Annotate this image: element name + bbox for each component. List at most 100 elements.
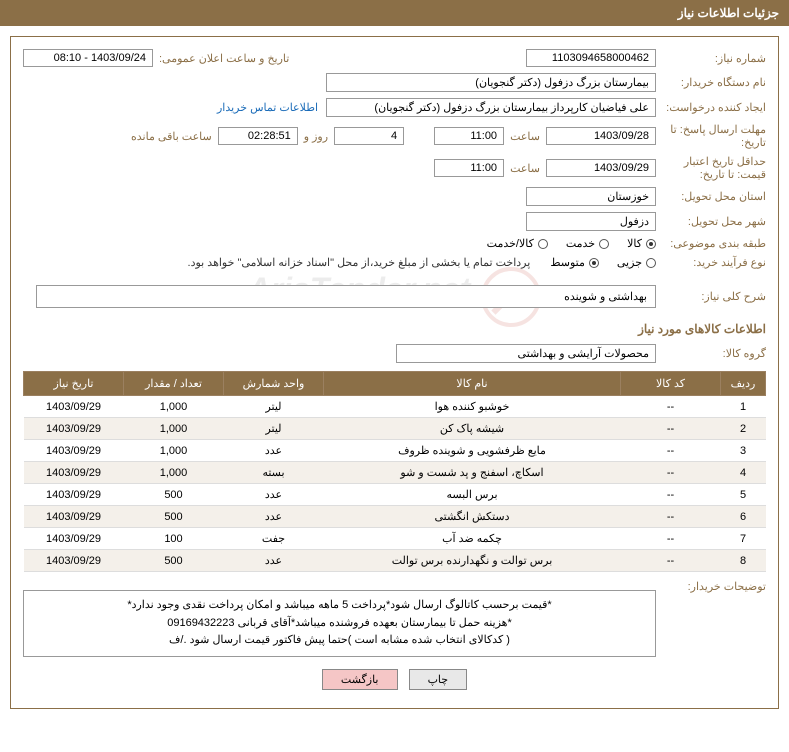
table-cell: بسته — [224, 462, 324, 484]
col-unit: واحد شمارش — [224, 372, 324, 396]
response-deadline-date: 1403/09/28 — [546, 127, 656, 145]
col-name: نام کالا — [324, 372, 621, 396]
buyer-notes-label: توضیحات خریدار: — [656, 580, 766, 593]
need-desc-label: شرح کلی نیاز: — [656, 290, 766, 303]
table-header-row: ردیف کد کالا نام کالا واحد شمارش تعداد /… — [24, 372, 766, 396]
table-cell: 1403/09/29 — [24, 396, 124, 418]
table-row: 2--شیشه پاک کنلیتر1,0001403/09/29 — [24, 418, 766, 440]
table-cell: -- — [621, 396, 721, 418]
table-cell: 1,000 — [124, 418, 224, 440]
response-deadline-time: 11:00 — [434, 127, 504, 145]
notes-line2: *هزینه حمل تا بیمارستان بعهده فروشنده می… — [34, 615, 645, 633]
table-row: 1--خوشبو کننده هوالیتر1,0001403/09/29 — [24, 396, 766, 418]
announce-datetime-value: 1403/09/24 - 08:10 — [23, 49, 153, 67]
table-cell: 3 — [721, 440, 766, 462]
table-cell: 1 — [721, 396, 766, 418]
table-row: 7--چکمه ضد آبجفت1001403/09/29 — [24, 528, 766, 550]
table-cell: چکمه ضد آب — [324, 528, 621, 550]
table-cell: 1403/09/29 — [24, 506, 124, 528]
table-cell: -- — [621, 506, 721, 528]
radio-khedmat[interactable]: خدمت — [566, 237, 609, 250]
price-validity-date: 1403/09/29 — [546, 159, 656, 177]
price-validity-time: 11:00 — [434, 159, 504, 177]
radio-icon — [646, 239, 656, 249]
table-cell: برس البسه — [324, 484, 621, 506]
table-cell: 500 — [124, 484, 224, 506]
col-qty: تعداد / مقدار — [124, 372, 224, 396]
category-label: طبقه بندی موضوعی: — [656, 237, 766, 250]
table-cell: 500 — [124, 550, 224, 572]
table-row: 6--دستکش انگشتیعدد5001403/09/29 — [24, 506, 766, 528]
table-cell: شیشه پاک کن — [324, 418, 621, 440]
table-cell: -- — [621, 484, 721, 506]
delivery-province-label: استان محل تحویل: — [656, 190, 766, 203]
table-cell: دستکش انگشتی — [324, 506, 621, 528]
table-cell: 5 — [721, 484, 766, 506]
table-cell: -- — [621, 418, 721, 440]
table-cell: -- — [621, 462, 721, 484]
delivery-province-value: خوزستان — [526, 187, 656, 206]
table-cell: 1403/09/29 — [24, 418, 124, 440]
delivery-city-label: شهر محل تحویل: — [656, 215, 766, 228]
print-button[interactable]: چاپ — [409, 669, 468, 690]
col-code: کد کالا — [621, 372, 721, 396]
table-cell: 1,000 — [124, 462, 224, 484]
buyer-org-value: بیمارستان بزرگ دزفول (دکتر گنجویان) — [326, 73, 656, 92]
goods-table: ردیف کد کالا نام کالا واحد شمارش تعداد /… — [23, 371, 766, 572]
category-radios: کالا خدمت کالا/خدمت — [487, 237, 656, 250]
table-cell: عدد — [224, 506, 324, 528]
goods-info-title: اطلاعات کالاهای مورد نیاز — [23, 322, 766, 336]
radio-icon — [538, 239, 548, 249]
buyer-org-label: نام دستگاه خریدار: — [656, 76, 766, 89]
need-desc-value: بهداشتی و شوینده — [36, 285, 656, 308]
table-cell: 1403/09/29 — [24, 484, 124, 506]
table-cell: 1403/09/29 — [24, 550, 124, 572]
goods-group-value: محصولات آرایشی و بهداشتی — [396, 344, 656, 363]
response-time-label: ساعت — [504, 130, 546, 143]
table-cell: برس توالت و نگهدارنده برس توالت — [324, 550, 621, 572]
page-title: جزئیات اطلاعات نیاز — [678, 6, 779, 20]
remaining-days: 4 — [334, 127, 404, 145]
delivery-city-value: دزفول — [526, 212, 656, 231]
table-cell: جفت — [224, 528, 324, 550]
remaining-days-label: روز و — [298, 130, 334, 143]
radio-jozi[interactable]: جزیی — [617, 256, 656, 269]
goods-group-label: گروه کالا: — [656, 347, 766, 360]
table-cell: عدد — [224, 440, 324, 462]
radio-kala-khedmat[interactable]: کالا/خدمت — [487, 237, 548, 250]
back-button[interactable]: بازگشت — [322, 669, 398, 690]
contact-link[interactable]: اطلاعات تماس خریدار — [217, 101, 318, 114]
remaining-time: 02:28:51 — [218, 127, 298, 145]
notes-line1: *قیمت برحسب کاتالوگ ارسال شود*پرداخت 5 م… — [34, 597, 645, 615]
table-cell: اسکاچ، اسفنج و پد شست و شو — [324, 462, 621, 484]
table-cell: 1403/09/29 — [24, 528, 124, 550]
table-cell: 1403/09/29 — [24, 440, 124, 462]
remaining-suffix: ساعت باقی مانده — [125, 130, 218, 143]
col-row: ردیف — [721, 372, 766, 396]
table-cell: 1,000 — [124, 440, 224, 462]
table-cell: خوشبو کننده هوا — [324, 396, 621, 418]
table-cell: عدد — [224, 550, 324, 572]
col-date: تاریخ نیاز — [24, 372, 124, 396]
table-cell: -- — [621, 550, 721, 572]
table-cell: 7 — [721, 528, 766, 550]
requester-label: ایجاد کننده درخواست: — [656, 101, 766, 114]
purchase-type-label: نوع فرآیند خرید: — [656, 256, 766, 269]
purchase-note: پرداخت تمام یا بخشی از مبلغ خرید،از محل … — [188, 256, 531, 269]
table-cell: 500 — [124, 506, 224, 528]
table-cell: 4 — [721, 462, 766, 484]
table-cell: لیتر — [224, 418, 324, 440]
table-cell: لیتر — [224, 396, 324, 418]
radio-icon — [589, 258, 599, 268]
table-cell: 8 — [721, 550, 766, 572]
page-header: جزئیات اطلاعات نیاز — [0, 0, 789, 26]
radio-icon — [646, 258, 656, 268]
table-cell: -- — [621, 528, 721, 550]
radio-kala[interactable]: کالا — [627, 237, 656, 250]
main-form: AriaTender.net شماره نیاز: 1103094658000… — [10, 36, 779, 709]
table-row: 4--اسکاچ، اسفنج و پد شست و شوبسته1,00014… — [24, 462, 766, 484]
table-cell: 6 — [721, 506, 766, 528]
table-cell: 2 — [721, 418, 766, 440]
table-cell: 1,000 — [124, 396, 224, 418]
radio-motavaset[interactable]: متوسط — [550, 256, 599, 269]
